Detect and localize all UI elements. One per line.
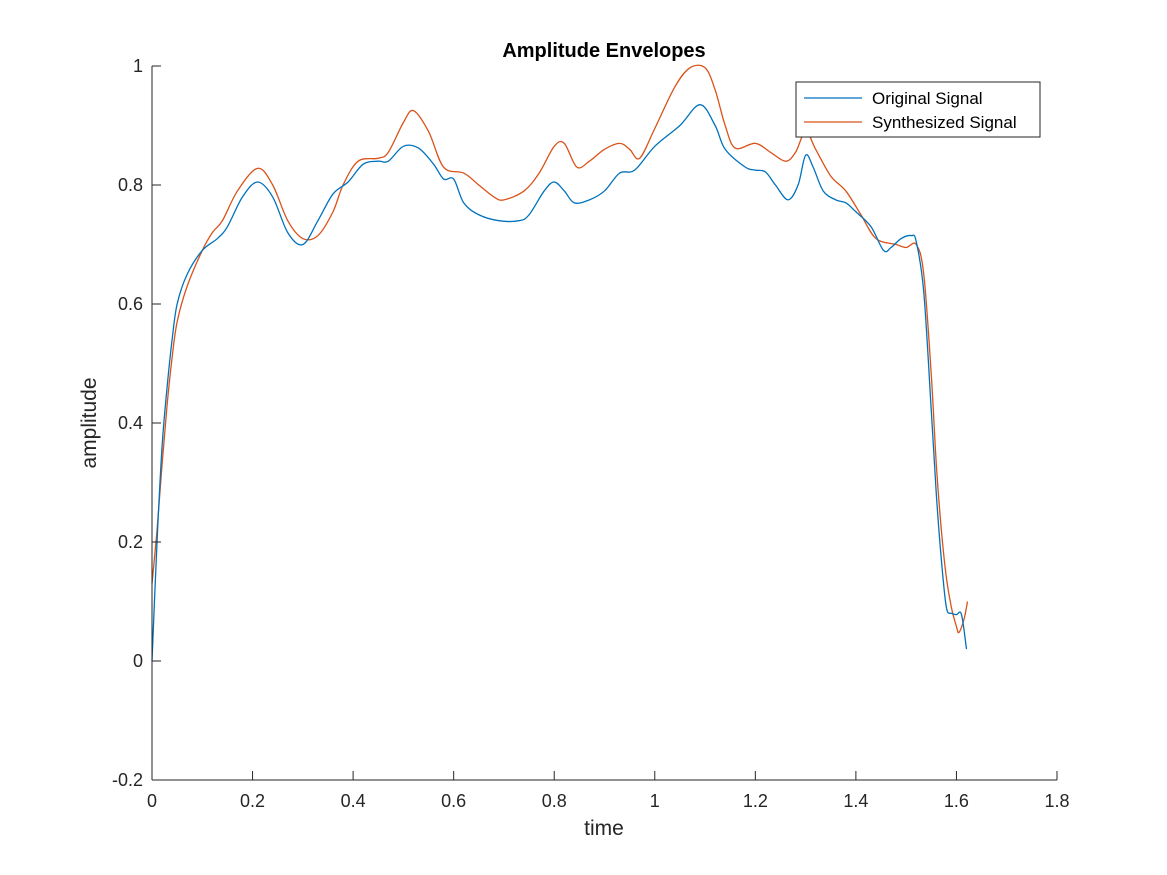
y-tick-label: 0.6 bbox=[118, 294, 143, 314]
x-tick-label: 0.4 bbox=[341, 791, 366, 811]
x-tick-label: 1.6 bbox=[944, 791, 969, 811]
series-layer bbox=[151, 64, 969, 662]
x-tick-label: 0.6 bbox=[441, 791, 466, 811]
y-tick-label: -0.2 bbox=[112, 770, 143, 790]
y-ticks: -0.2 0 0.2 0.4 0.6 0.8 1 bbox=[112, 56, 161, 790]
y-tick-label: 1 bbox=[133, 56, 143, 76]
axes-background bbox=[152, 66, 1057, 780]
y-tick-label: 0 bbox=[133, 651, 143, 671]
series-line-synthesized bbox=[151, 64, 969, 634]
x-tick-label: 0.8 bbox=[542, 791, 567, 811]
x-tick-label: 1.2 bbox=[743, 791, 768, 811]
x-tick-label: 0 bbox=[147, 791, 157, 811]
y-tick-label: 0.4 bbox=[118, 413, 143, 433]
x-tick-label: 0.2 bbox=[240, 791, 265, 811]
x-ticks: 0 0.2 0.4 0.6 0.8 1 1.2 1.4 1.6 1.8 bbox=[147, 771, 1070, 811]
series-line-original bbox=[151, 104, 968, 662]
legend-box bbox=[795, 81, 1041, 138]
legend-label-synthesized: Synthesized Signal bbox=[872, 113, 1017, 132]
x-tick-label: 1 bbox=[650, 791, 660, 811]
legend: Original Signal Synthesized Signal bbox=[795, 81, 1041, 138]
x-tick-label: 1.8 bbox=[1044, 791, 1069, 811]
legend-label-original: Original Signal bbox=[872, 89, 983, 108]
x-axis-label: time bbox=[584, 817, 624, 840]
chart-title: Amplitude Envelopes bbox=[502, 40, 705, 62]
y-tick-label: 0.8 bbox=[118, 175, 143, 195]
y-axis-label: amplitude bbox=[78, 377, 101, 468]
x-tick-label: 1.4 bbox=[843, 791, 868, 811]
y-tick-label: 0.2 bbox=[118, 532, 143, 552]
